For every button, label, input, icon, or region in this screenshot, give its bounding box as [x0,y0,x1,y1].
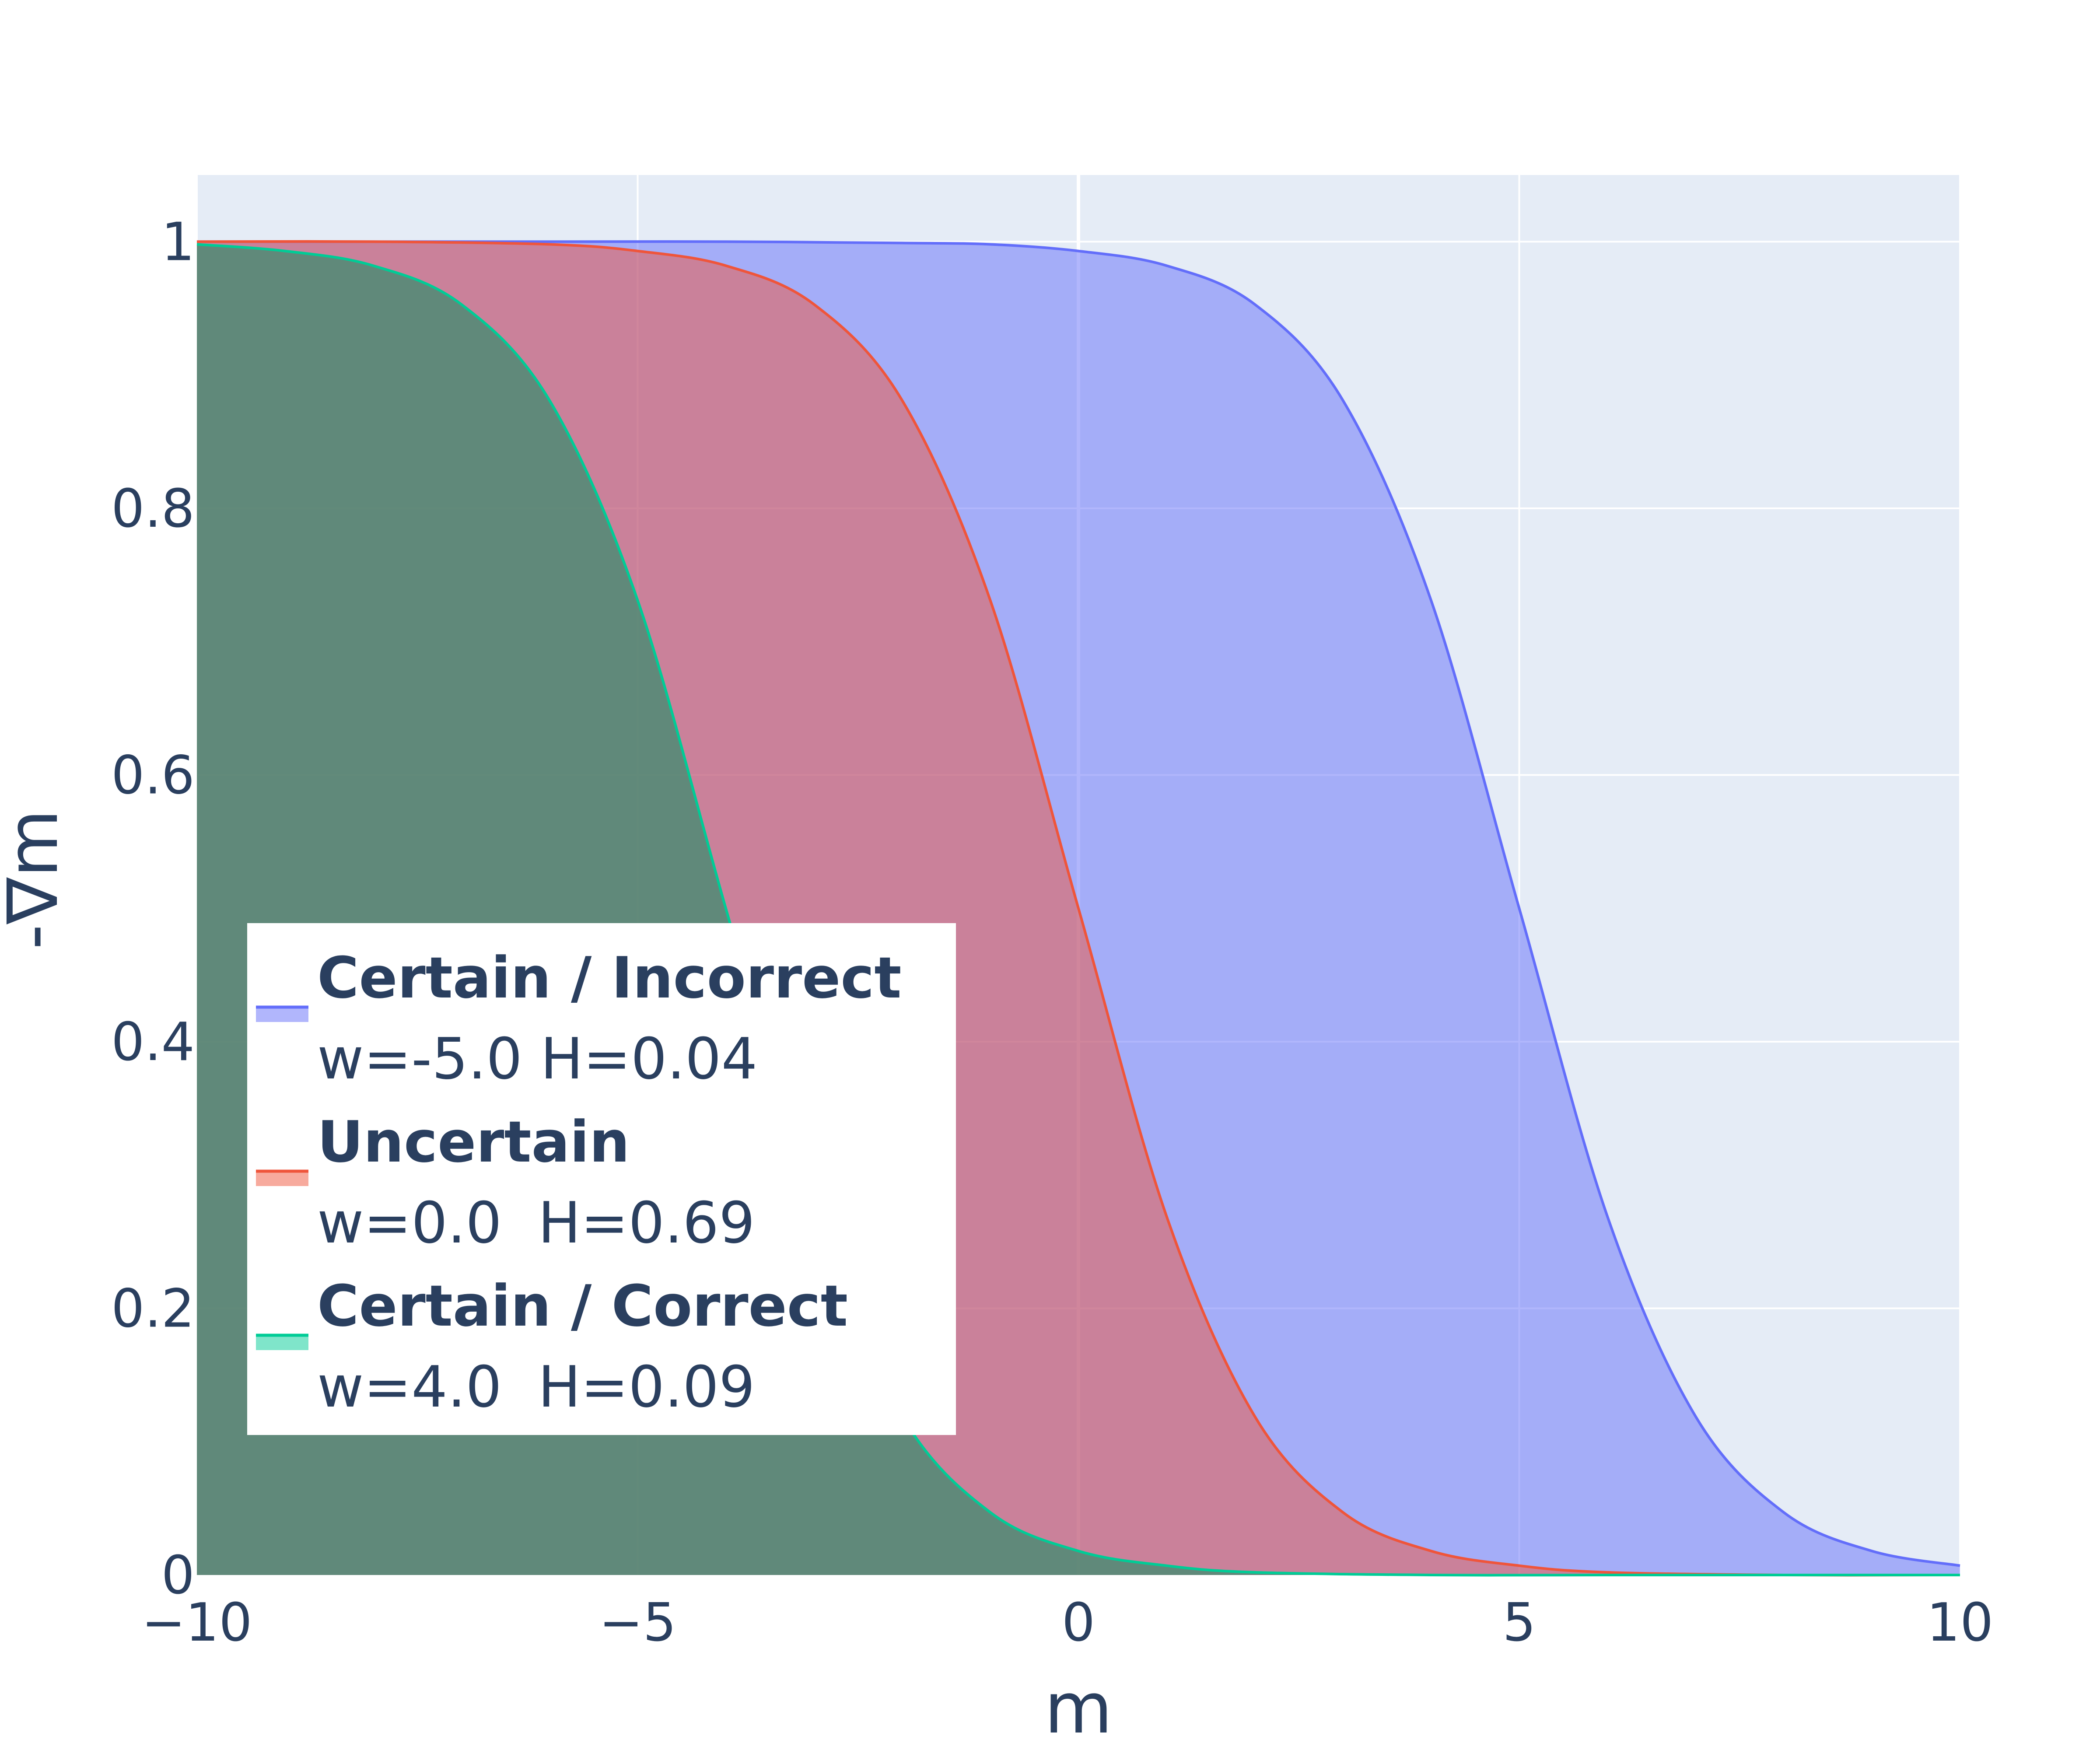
y-tick-label: 0.2 [111,1278,195,1339]
line-uncertain [196,240,1960,1577]
y-tick-label: 1 [161,212,195,273]
legend: Certain / Incorrect w=-5.0 H=0.04 Uncert… [247,923,956,1435]
legend-swatch-certain-incorrect [256,1006,308,1022]
x-tick-label: 0 [1062,1592,1095,1653]
x-axis-title: m [1044,1667,1113,1749]
x-tick-label: 5 [1502,1592,1536,1653]
y-tick-labels: 0 0.2 0.4 0.6 0.8 1 [111,212,195,1606]
y-tick-label: 0.4 [111,1012,195,1073]
x-tick-label: −5 [599,1592,676,1653]
legend-item-uncertain[interactable]: Uncertain w=0.0 H=0.69 [256,1109,755,1256]
y-tick-label: 0 [161,1545,195,1606]
legend-swatch-certain-correct [256,1334,308,1350]
legend-item-certain-correct[interactable]: Certain / Correct w=4.0 H=0.09 [256,1273,848,1420]
x-tick-labels: −10 −5 0 5 10 [141,1592,1993,1653]
legend-sublabel-uncertain: w=0.0 H=0.69 [317,1190,755,1256]
legend-sublabel-certain-incorrect: w=-5.0 H=0.04 [317,1026,757,1092]
line-certain-incorrect [196,240,1960,1567]
x-tick-label: 10 [1927,1592,1994,1653]
x-tick-label: −10 [141,1592,252,1653]
y-tick-label: 0.6 [111,745,195,806]
legend-label-certain-correct: Certain / Correct [317,1273,848,1339]
legend-box [247,923,956,1435]
legend-label-certain-incorrect: Certain / Incorrect [317,945,902,1011]
legend-label-uncertain: Uncertain [317,1109,630,1175]
legend-swatch-uncertain [256,1170,308,1186]
legend-sublabel-certain-correct: w=4.0 H=0.09 [317,1354,755,1420]
legend-item-certain-incorrect[interactable]: Certain / Incorrect w=-5.0 H=0.04 [256,945,902,1092]
y-tick-label: 0.8 [111,479,195,539]
y-axis-title: -∇m [0,809,74,950]
